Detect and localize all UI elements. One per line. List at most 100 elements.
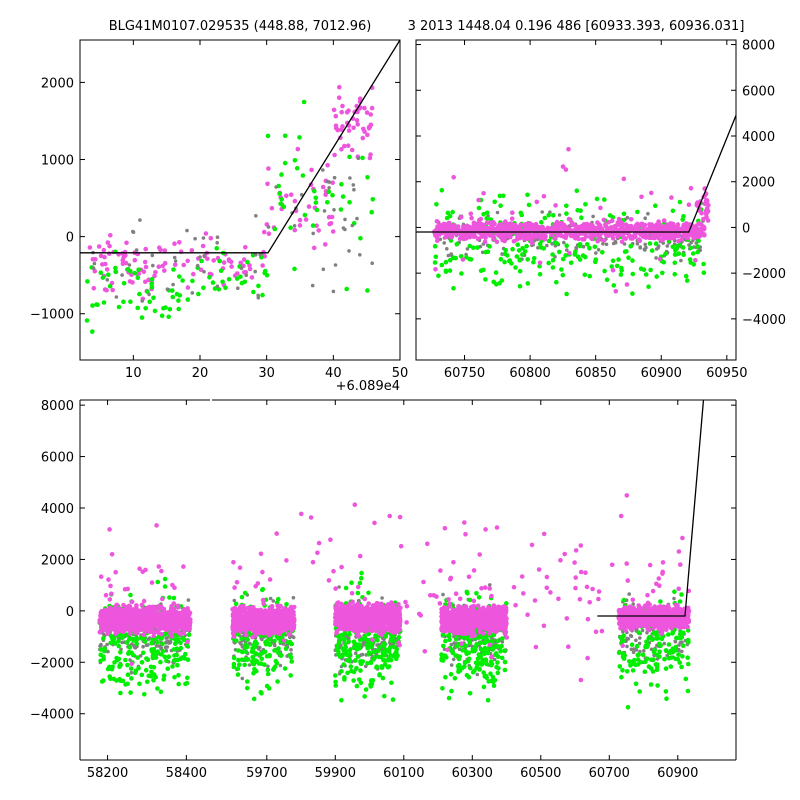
green-point (313, 195, 319, 201)
green-point (492, 678, 498, 683)
y-tick-label: 6000 (742, 84, 775, 99)
green-point (663, 251, 668, 257)
green-point (622, 249, 628, 254)
green-point (473, 647, 478, 652)
gray-point (131, 229, 135, 234)
magenta-point (522, 235, 528, 241)
green-point (621, 597, 627, 603)
green-point (646, 284, 651, 290)
green-point (379, 665, 385, 670)
green-point (152, 650, 157, 655)
magenta-point (98, 574, 104, 579)
magenta-point (488, 232, 494, 237)
magenta-point (181, 262, 186, 268)
magenta-point (349, 147, 355, 153)
gray-point (120, 273, 124, 277)
green-point (161, 306, 166, 311)
green-point (394, 646, 400, 652)
green-point (510, 246, 515, 252)
green-point (135, 275, 141, 281)
magenta-point (176, 625, 182, 630)
green-point (171, 595, 177, 601)
magenta-point (481, 191, 486, 196)
magenta-point (561, 234, 566, 239)
green-point (386, 647, 392, 653)
green-point (260, 292, 265, 298)
green-point (166, 314, 171, 320)
magenta-point (468, 211, 474, 216)
gray-point (92, 261, 97, 266)
green-point (325, 200, 330, 205)
green-point (365, 288, 370, 293)
green-point (502, 648, 507, 653)
green-point (663, 689, 669, 694)
green-point (288, 673, 294, 678)
green-point (442, 653, 448, 658)
green-point (575, 208, 580, 213)
magenta-point (504, 227, 510, 233)
magenta-point (569, 222, 575, 227)
gray-point (165, 287, 170, 292)
magenta-point (151, 633, 156, 639)
green-point (265, 671, 271, 677)
green-point (679, 592, 684, 597)
green-point (250, 654, 255, 660)
tick-group: 58200 58400 (87, 400, 207, 781)
green-point (475, 245, 480, 250)
green-point (396, 635, 402, 640)
green-point (351, 645, 357, 651)
y-tick-label: −1000 (30, 308, 74, 323)
green-point (242, 590, 248, 596)
green-point (136, 267, 141, 273)
green-point (249, 659, 255, 664)
magenta-point (107, 243, 112, 249)
magenta-point (297, 217, 303, 223)
magenta-point (325, 162, 330, 168)
green-point (560, 256, 566, 262)
green-point (644, 639, 649, 644)
model-line (416, 115, 736, 233)
magenta-point (368, 112, 374, 117)
magenta-point (558, 231, 563, 237)
green-point (684, 278, 690, 283)
magenta-point (261, 229, 267, 235)
magenta-point (552, 236, 557, 241)
magenta-point (185, 285, 191, 290)
gray-point (274, 185, 278, 189)
green-point (344, 286, 350, 292)
green-point (137, 291, 142, 297)
green-point (654, 662, 660, 667)
green-point (339, 632, 345, 638)
magenta-point (208, 235, 214, 241)
magenta-point (706, 203, 711, 208)
gray-point (322, 209, 327, 213)
green-point (468, 665, 473, 671)
magenta-point (448, 224, 453, 229)
green-point (259, 661, 264, 666)
green-point (256, 283, 261, 289)
magenta-point (109, 607, 115, 612)
gray-point (258, 645, 262, 650)
green-point (672, 589, 677, 594)
magenta-point (114, 606, 119, 612)
magenta-point (162, 268, 167, 273)
green-point (635, 662, 641, 667)
magenta-point (536, 233, 542, 238)
magenta-point (584, 233, 589, 239)
magenta-point (122, 619, 127, 625)
magenta-point (109, 591, 114, 597)
green-point (502, 251, 508, 257)
green-point (266, 686, 272, 691)
x-tick-label: 60800 (509, 366, 550, 381)
green-point (483, 658, 489, 664)
green-point (149, 277, 155, 282)
green-point (359, 570, 364, 576)
green-point (134, 641, 139, 646)
green-point (254, 651, 260, 657)
green-point (621, 633, 626, 638)
magenta-point (642, 222, 648, 228)
green-point (498, 203, 503, 208)
magenta-point (288, 192, 294, 197)
green-point (610, 215, 616, 220)
green-point (654, 652, 660, 658)
